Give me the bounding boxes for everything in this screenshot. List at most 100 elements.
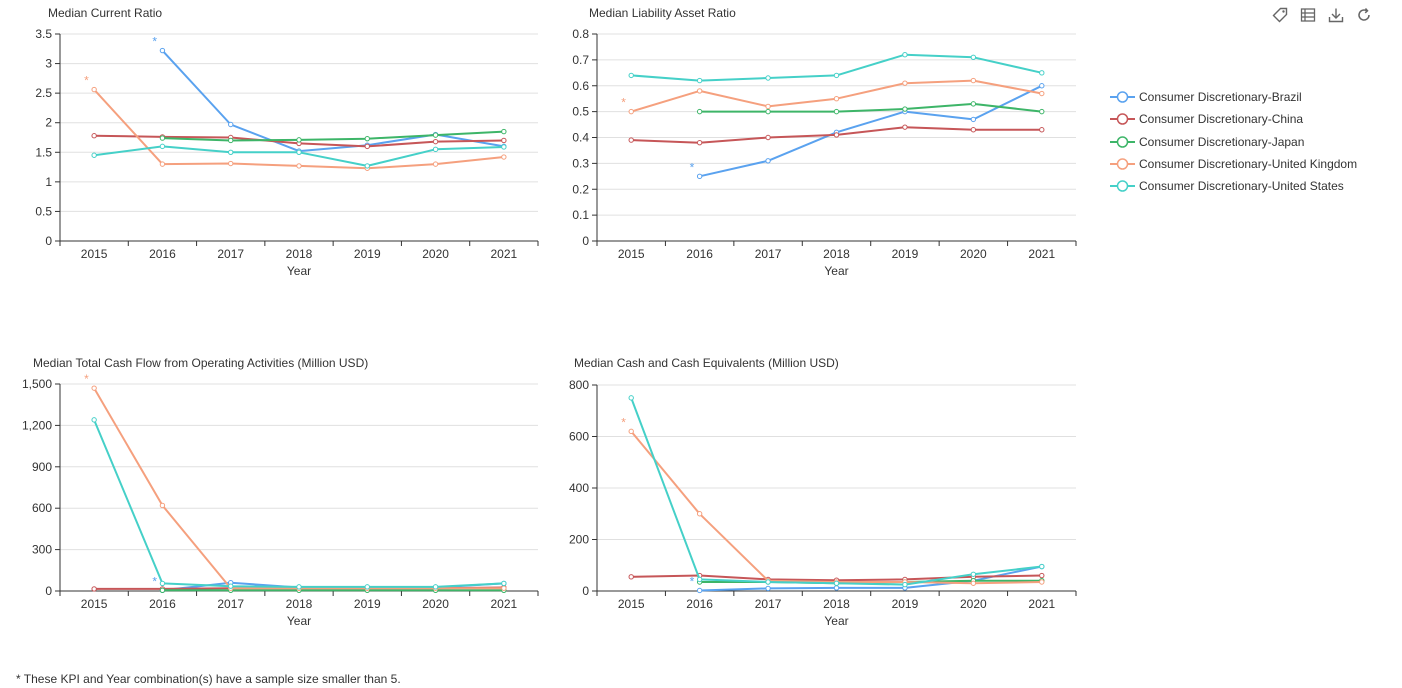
series-line	[162, 130, 504, 142]
chart-title: Median Liability Asset Ratio	[589, 6, 736, 20]
y-tick-label: 0.1	[572, 208, 589, 222]
series-japan	[696, 101, 1045, 115]
legend-item[interactable]: Consumer Discretionary-China	[1110, 108, 1357, 130]
x-tick-label: 2021	[1028, 247, 1055, 261]
y-tick-label: 0.8	[572, 27, 589, 41]
x-tick-label: 2019	[354, 247, 381, 261]
download-icon[interactable]	[1326, 5, 1346, 25]
annotation-asterisk: *	[84, 372, 89, 386]
series-united-kingdom	[628, 428, 1045, 586]
series-line	[699, 565, 1043, 592]
data-point	[1039, 579, 1045, 585]
data-point	[970, 571, 977, 577]
legend-swatch-icon	[1110, 135, 1135, 148]
series-united-kingdom	[91, 86, 507, 171]
y-tick-label: 0	[582, 234, 589, 248]
legend-swatch-icon	[1110, 113, 1135, 126]
chart-panel-1: Median Current Ratio 0 0.5 1 1.5 2 2.5 3 3.5 2015…	[35, 6, 539, 278]
series-united-states	[628, 395, 1045, 588]
data-point	[1039, 572, 1045, 579]
y-tick-label: 0.7	[572, 53, 589, 67]
annotation-asterisk: *	[690, 160, 695, 174]
data-point	[765, 158, 771, 164]
y-tick-label: 2.5	[35, 86, 52, 100]
data-point	[228, 149, 234, 155]
data-point	[501, 580, 507, 587]
data-point	[501, 144, 507, 150]
series-united-states	[628, 52, 1045, 84]
x-tick-label: 2017	[755, 597, 782, 611]
data-point	[628, 72, 634, 79]
x-tick-label: 2016	[686, 247, 713, 261]
series-united-states	[91, 417, 507, 590]
data-point	[970, 127, 977, 133]
y-tick-label: 800	[569, 378, 589, 392]
y-tick-label: 1,500	[22, 377, 52, 391]
legend-item[interactable]: Consumer Discretionary-United States	[1110, 175, 1357, 197]
y-tick-label: 0	[45, 234, 52, 248]
data-point	[696, 173, 703, 180]
refresh-icon[interactable]	[1354, 5, 1374, 25]
series-line	[699, 84, 1043, 178]
chart-legend: Consumer Discretionary-Brazil Consumer Di…	[1110, 86, 1357, 197]
x-tick-label: 2017	[755, 247, 782, 261]
data-point	[970, 54, 977, 60]
data-point	[833, 585, 840, 591]
legend-item[interactable]: Consumer Discretionary-Japan	[1110, 131, 1357, 153]
chart-title: Median Current Ratio	[48, 6, 162, 20]
series-japan	[159, 128, 507, 144]
data-point	[364, 135, 370, 142]
series-line	[93, 88, 505, 170]
legend-item[interactable]: Consumer Discretionary-Brazil	[1110, 86, 1357, 108]
data-point	[228, 160, 234, 167]
y-tick-label: 0	[45, 584, 52, 598]
data-point	[296, 163, 302, 169]
annotation-asterisk: *	[621, 96, 626, 110]
data-point	[696, 77, 703, 84]
series-line	[93, 387, 504, 590]
data-point	[902, 581, 908, 588]
data-point	[765, 108, 771, 115]
data-point	[696, 139, 703, 146]
data-view-icon[interactable]	[1298, 5, 1318, 25]
x-tick-label: 2017	[217, 247, 244, 261]
data-point	[833, 72, 840, 79]
data-point	[628, 108, 634, 115]
data-point	[1039, 563, 1045, 570]
series-line	[93, 419, 504, 588]
annotation-asterisk: *	[84, 74, 89, 88]
data-point	[902, 124, 908, 130]
data-point	[1039, 90, 1045, 97]
data-point	[91, 86, 97, 93]
x-axis-label: Year	[824, 614, 848, 628]
x-tick-label: 2020	[422, 597, 449, 611]
legend-item[interactable]: Consumer Discretionary-United Kingdom	[1110, 153, 1357, 175]
data-point	[228, 137, 234, 144]
data-point	[765, 134, 771, 141]
y-tick-label: 2	[45, 116, 52, 130]
data-point	[833, 108, 840, 115]
x-axis-label: Year	[824, 264, 848, 278]
series-united-states	[91, 143, 507, 169]
data-point	[91, 417, 97, 423]
legend-label: Consumer Discretionary-Japan	[1139, 134, 1305, 149]
data-point	[364, 163, 370, 169]
chart-panel-4: Median Cash and Cash Equivalents (Millio…	[569, 356, 1077, 628]
data-point	[696, 576, 703, 583]
chart-panel-3: Median Total Cash Flow from Operating Ac…	[22, 356, 539, 628]
y-tick-label: 3	[45, 57, 52, 71]
x-tick-label: 2015	[618, 597, 645, 611]
x-tick-label: 2018	[823, 597, 850, 611]
series-china	[628, 124, 1045, 146]
data-point	[432, 138, 439, 145]
data-point	[91, 385, 97, 391]
y-tick-label: 200	[569, 533, 589, 547]
data-point	[902, 106, 908, 112]
data-point	[970, 116, 977, 123]
y-tick-label: 900	[32, 460, 52, 474]
data-point	[1039, 83, 1045, 89]
x-tick-label: 2016	[686, 597, 713, 611]
x-tick-label: 2018	[286, 247, 313, 261]
tag-icon[interactable]	[1270, 5, 1290, 25]
